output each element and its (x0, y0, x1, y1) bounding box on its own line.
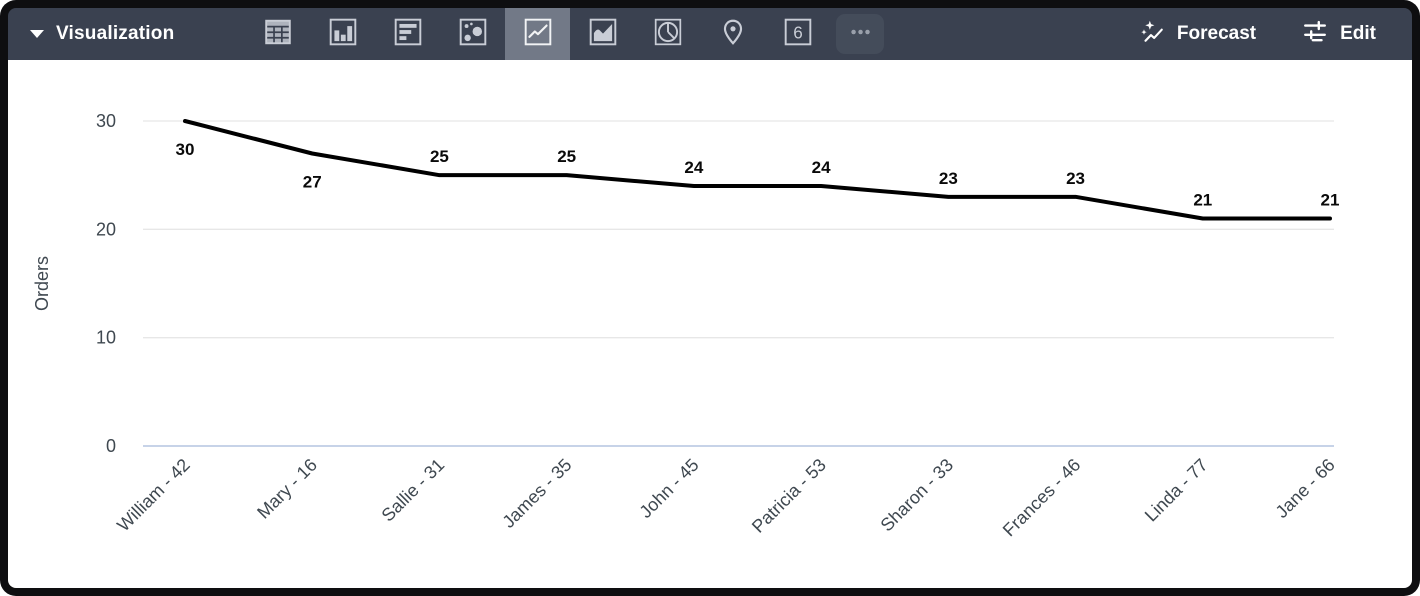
orders-line-chart: 0 10 20 30 Orders 30 27 25 25 24 24 23 23 21 21 William… (32, 111, 1340, 541)
x-axis-label: Frances - 46 (999, 455, 1085, 541)
y-tick-label: 0 (106, 436, 116, 456)
chart-type-area[interactable] (570, 8, 635, 60)
data-label: 24 (684, 158, 703, 177)
data-label: 21 (1193, 191, 1212, 210)
y-tick-label: 20 (96, 219, 116, 239)
chart-area: 0 10 20 30 Orders 30 27 25 25 24 24 23 23 21 21 William… (8, 60, 1412, 588)
data-label: 25 (557, 147, 576, 166)
settings-sliders-icon (1302, 18, 1328, 50)
orders-series-line (183, 119, 1332, 221)
area-chart-icon (588, 17, 618, 52)
y-tick-label: 10 (96, 328, 116, 348)
caret-down-icon (30, 30, 44, 38)
single-value-number: 6 (793, 22, 803, 42)
scatter-chart-icon (458, 17, 488, 52)
chart-type-single-value[interactable]: 6 (765, 8, 830, 60)
x-axis-label: Mary - 16 (253, 455, 321, 523)
chart-type-column[interactable] (310, 8, 375, 60)
data-label: 30 (176, 140, 195, 159)
line-chart-icon (523, 17, 553, 52)
edit-button[interactable]: Edit (1302, 18, 1376, 50)
chart-type-line[interactable] (505, 8, 570, 60)
toolbar-actions: Forecast Edit (1139, 18, 1412, 50)
chart-type-scatter[interactable] (440, 8, 505, 60)
chart-type-map[interactable] (700, 8, 765, 60)
forecast-button[interactable]: Forecast (1139, 18, 1256, 50)
visualization-section-toggle[interactable]: Visualization (30, 23, 245, 45)
chart-type-table[interactable] (245, 8, 310, 60)
y-tick-label: 30 (96, 111, 116, 131)
chart-type-pie[interactable] (635, 8, 700, 60)
visualization-title: Visualization (56, 23, 175, 44)
x-axis-label: Jane - 66 (1272, 455, 1339, 522)
pie-chart-icon (653, 17, 683, 52)
x-axis-label: Sharon - 33 (877, 455, 958, 536)
single-value-icon: 6 (783, 17, 813, 52)
data-label: 23 (939, 169, 958, 188)
x-axis-label: Linda - 77 (1141, 455, 1212, 526)
more-options-icon (845, 17, 875, 52)
chart-type-switcher: 6 (245, 8, 884, 60)
x-axis-label: Sallie - 31 (378, 455, 449, 526)
data-label: 23 (1066, 169, 1085, 188)
bar-chart-icon (393, 17, 423, 52)
data-label: 24 (812, 158, 831, 177)
table-icon (263, 17, 293, 52)
data-label: 27 (303, 173, 322, 192)
x-axis-label: John - 45 (635, 455, 702, 522)
chart-type-more-button[interactable] (836, 14, 884, 54)
forecast-sparkle-icon (1139, 18, 1165, 50)
data-label: 21 (1321, 191, 1340, 210)
edit-label: Edit (1340, 23, 1376, 44)
column-chart-icon (328, 17, 358, 52)
chart-type-bar[interactable] (375, 8, 440, 60)
visualization-toolbar: Visualization (8, 8, 1412, 60)
x-axis-label: Patricia - 53 (748, 455, 830, 537)
map-pin-icon (718, 17, 748, 52)
x-axis-label: William - 42 (113, 455, 194, 536)
forecast-label: Forecast (1176, 23, 1257, 44)
data-label: 25 (430, 147, 449, 166)
y-axis-title: Orders (32, 256, 52, 311)
x-axis-label: James - 35 (498, 455, 575, 532)
